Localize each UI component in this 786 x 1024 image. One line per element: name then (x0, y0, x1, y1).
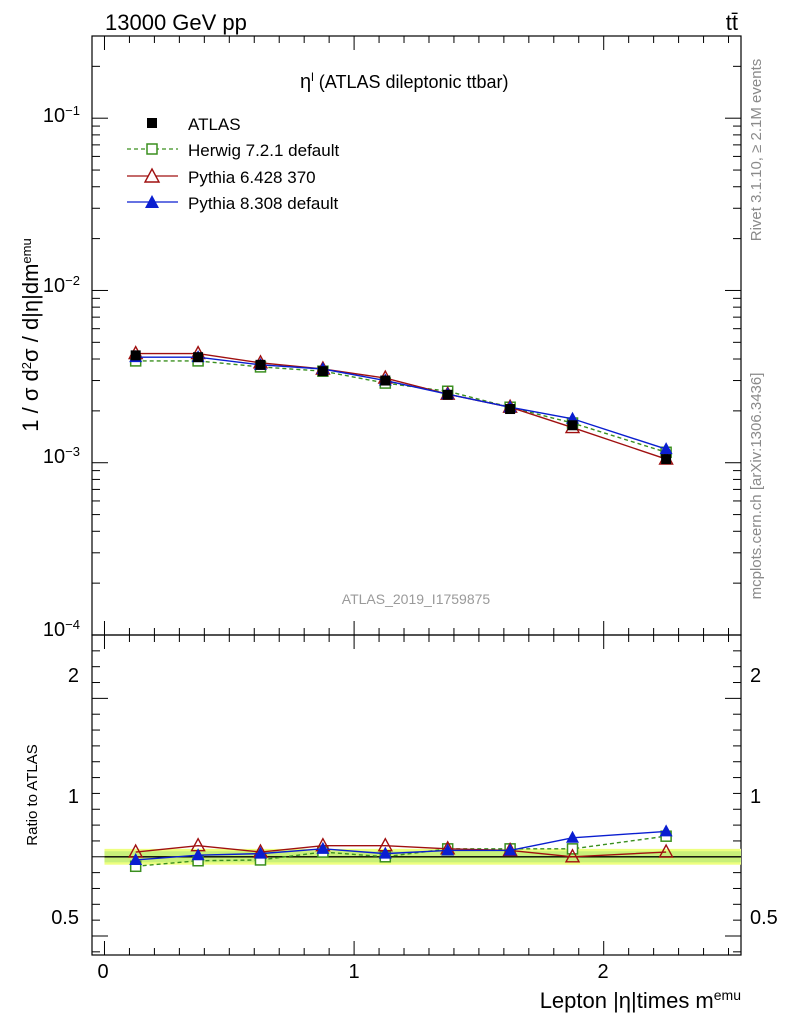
legend-marker-atlas (147, 118, 157, 128)
ratio-pythia-6-428-370-point (564, 848, 581, 863)
main-atlas-series (130, 350, 672, 465)
ratio-ytick-label-left-1: 1 (68, 786, 79, 808)
ratio-pythia-8-308-default-point (253, 846, 267, 859)
legend-label-pythia6: Pythia 6.428 370 (188, 168, 316, 187)
axis-ticks (92, 36, 741, 955)
analysis-watermark: ATLAS_2019_I1759875 (342, 591, 491, 607)
main-herwig-7-2-1-default-series (129, 355, 672, 459)
main-herwig-7-2-1-default-line (135, 360, 667, 453)
main-pythia-6-428-370-series (128, 345, 674, 465)
main-pythia-8-308-default-point (659, 442, 673, 455)
legend-entry-atlas: ATLAS (147, 115, 241, 134)
main-ylabel: 1 / σ d2σ / d|η|dmemu (18, 238, 43, 431)
main-atlas-point (661, 454, 672, 465)
ytick-label-1e-3: 10−3 (43, 444, 80, 469)
legend-marker-pythia8 (145, 195, 159, 208)
ratio-frame (91, 634, 742, 956)
main-atlas-point (567, 420, 578, 431)
ratio-pythia-8-308-default-point (316, 841, 330, 854)
plot-title: ηl (ATLAS dileptonic ttbar) (300, 70, 509, 93)
legend-entry-herwig: Herwig 7.2.1 default (127, 141, 339, 160)
legend-label-atlas: ATLAS (188, 115, 241, 134)
ratio-ytick-label-left-0.5: 0.5 (51, 907, 79, 929)
ratio-ytick-label-right-2: 2 (750, 665, 761, 687)
main-pythia-6-428-370-line (135, 352, 667, 460)
ratio-pythia-8-308-default-point (659, 824, 673, 837)
ratio-pythia-8-308-default-point (378, 846, 392, 859)
ratio-pythia-8-308-default-series (129, 824, 673, 865)
main-pythia-8-308-default-line (135, 356, 667, 450)
main-atlas-point (317, 366, 328, 377)
main-atlas-point (380, 375, 391, 386)
ratio-pythia-6-428-370-line (135, 844, 667, 858)
series-layer (128, 345, 674, 873)
xtick-label-0: 0 (97, 961, 108, 983)
legend-label-herwig: Herwig 7.2.1 default (188, 141, 339, 160)
ratio-pythia-8-308-default-point (566, 830, 580, 843)
header-right: tt̄ (726, 10, 738, 35)
main-atlas-point (505, 404, 516, 415)
main-atlas-point (193, 352, 204, 363)
legend-marker-pythia6 (143, 167, 161, 183)
ratio-ytick-label-right-1: 1 (750, 786, 761, 808)
legend: ATLAS Herwig 7.2.1 default Pythia 6.428 … (127, 115, 339, 213)
legend-entry-pythia8: Pythia 8.308 default (127, 194, 339, 213)
xtick-label-1: 1 (348, 961, 359, 983)
ratio-pythia-8-308-default-point (129, 852, 143, 865)
header-left: 13000 GeV pp (105, 10, 247, 35)
ratio-pythia-8-308-default-point (191, 848, 205, 861)
ytick-label-1e-4: 10−4 (43, 617, 80, 642)
main-pythia-8-308-default-series (129, 350, 673, 455)
rivet-version-label: Rivet 3.1.10, ≥ 2.1M events (748, 59, 765, 242)
ratio-ytick-label-left-2: 2 (68, 665, 79, 687)
ratio-ytick-label-right-0.5: 0.5 (750, 907, 778, 929)
ratio-pythia-8-308-default-point (441, 843, 455, 856)
ytick-label-1e-1: 10−1 (43, 103, 80, 128)
xaxis-label: Lepton |η|times memu (540, 987, 741, 1013)
main-atlas-point (442, 389, 453, 400)
legend-marker-herwig (146, 143, 158, 155)
legend-entry-pythia6: Pythia 6.428 370 (127, 167, 316, 187)
mcplots-label: mcplots.cern.ch [arXiv:1306.3436] (748, 373, 765, 600)
main-atlas-point (130, 350, 141, 361)
ratio-pythia-8-308-default-point (503, 843, 517, 856)
xtick-label-2: 2 (597, 961, 608, 983)
main-atlas-point (255, 359, 266, 370)
legend-label-pythia8: Pythia 8.308 default (188, 194, 339, 213)
ratio-ylabel: Ratio to ATLAS (24, 744, 41, 845)
ratio-pythia-6-428-370-point (658, 843, 674, 858)
ytick-label-1e-2: 10−2 (43, 273, 80, 298)
